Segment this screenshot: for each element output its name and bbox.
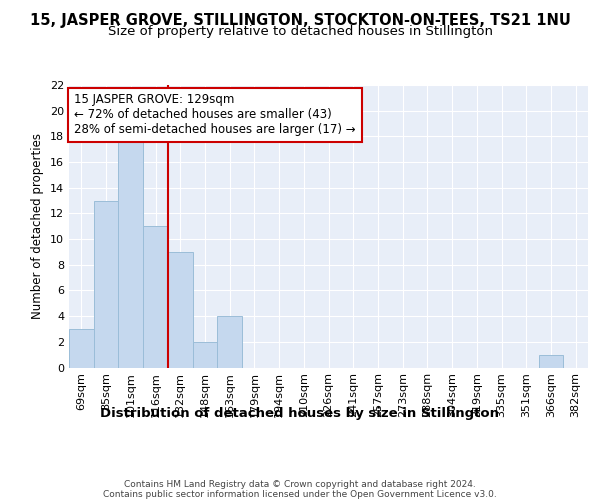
Bar [118,136,143,368]
Bar [143,226,168,368]
Text: Contains HM Land Registry data © Crown copyright and database right 2024.
Contai: Contains HM Land Registry data © Crown c… [103,480,497,500]
Bar [539,354,563,368]
Bar [168,252,193,368]
Bar [217,316,242,368]
Bar [94,200,118,368]
Y-axis label: Number of detached properties: Number of detached properties [31,133,44,320]
Text: 15 JASPER GROVE: 129sqm
← 72% of detached houses are smaller (43)
28% of semi-de: 15 JASPER GROVE: 129sqm ← 72% of detache… [74,94,356,136]
Bar [69,329,94,368]
Text: Size of property relative to detached houses in Stillington: Size of property relative to detached ho… [107,25,493,38]
Bar [193,342,217,367]
Text: Distribution of detached houses by size in Stillington: Distribution of detached houses by size … [101,408,499,420]
Text: 15, JASPER GROVE, STILLINGTON, STOCKTON-ON-TEES, TS21 1NU: 15, JASPER GROVE, STILLINGTON, STOCKTON-… [29,12,571,28]
